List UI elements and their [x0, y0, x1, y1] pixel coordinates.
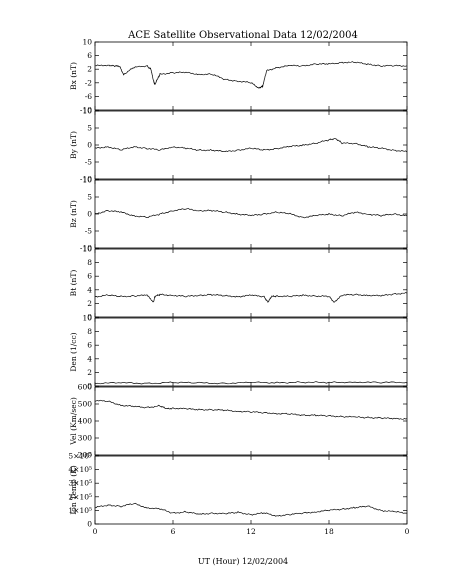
chart-title: ACE Satellite Observational Data 12/02/2…	[127, 30, 358, 41]
y-tick-label: 0	[87, 210, 92, 219]
panel-frame	[94, 179, 408, 249]
y-tick-label: 5×10⁵	[68, 452, 92, 461]
y-tick-label: 6	[87, 51, 92, 60]
y-tick-label: 8	[87, 258, 92, 267]
y-tick-label: 0	[87, 313, 92, 322]
panel-frame	[94, 317, 408, 387]
panels-group: -10 -6 -2 2 6 10 Bx (nT) -10 -5 0 5 10 By (nT) -10 -5 0…	[68, 38, 408, 529]
y-tick-label: 4	[87, 285, 92, 294]
y-tick-label: 2	[87, 65, 92, 74]
y-axis-label: Bz (nT)	[69, 200, 78, 228]
panel-0: -10 -6 -2 2 6 10 Bx (nT)	[69, 38, 408, 115]
y-tick-label: 3×10⁵	[68, 479, 92, 488]
y-tick-label: 10	[82, 107, 92, 116]
y-tick-label: 4	[87, 354, 92, 363]
y-tick-label: -2	[85, 78, 93, 87]
series-line	[94, 292, 408, 303]
x-tick-label: 18	[324, 527, 334, 536]
y-tick-label: 1×10⁵	[68, 506, 92, 515]
panel-3: 0 2 4 6 8 10 Bt (nT)	[69, 245, 408, 322]
x-tick-label: 0	[405, 527, 410, 536]
y-tick-label: 5	[87, 124, 92, 133]
y-axis-label: By (nT)	[69, 131, 78, 159]
x-axis-group: 0 6 12 18 0	[93, 527, 410, 536]
series-line	[94, 208, 408, 219]
panel-4: 0 2 4 6 8 10 Den (1/cc)	[69, 314, 408, 391]
y-axis-label: Bx (nT)	[69, 62, 78, 90]
y-tick-label: 2	[87, 368, 92, 377]
panel-1: -10 -5 0 5 10 By (nT)	[69, 107, 408, 184]
panel-6: 0 1×10⁵ 2×10⁵ 3×10⁵ 4×10⁵ 5×10⁵ Ion Temp (K)	[68, 452, 408, 529]
y-axis-label: Den (1/cc)	[69, 332, 78, 371]
y-tick-label: 2	[87, 299, 92, 308]
y-tick-label: 10	[82, 245, 92, 254]
y-tick-label: 2×10⁵	[68, 492, 92, 501]
y-tick-label: 200	[78, 451, 93, 460]
y-tick-label: -10	[80, 106, 92, 115]
y-tick-label: 600	[78, 383, 93, 392]
panel-2: -10 -5 0 5 10 Bz (nT)	[69, 176, 408, 253]
x-tick-label: 0	[93, 527, 98, 536]
y-tick-label: -5	[85, 158, 93, 167]
y-axis-label: Ion Temp (K)	[69, 465, 78, 514]
y-tick-label: 0	[87, 382, 92, 391]
y-tick-label: 8	[87, 327, 92, 336]
y-axis-label: Vel (Km/sec)	[69, 397, 78, 446]
series-line	[95, 61, 408, 89]
y-tick-label: -5	[85, 227, 93, 236]
y-tick-label: -10	[80, 175, 92, 184]
y-tick-label: -10	[80, 244, 92, 253]
panel-frame	[94, 41, 408, 111]
y-tick-label: 10	[82, 314, 92, 323]
y-tick-label: 300	[78, 434, 93, 443]
panel-frame	[94, 248, 408, 318]
y-tick-label: 0	[87, 141, 92, 150]
y-tick-label: 6	[87, 341, 92, 350]
series-line	[94, 138, 408, 153]
y-tick-label: 10	[82, 176, 92, 185]
y-tick-label: 5	[87, 193, 92, 202]
series-line	[94, 502, 407, 517]
x-axis-label: UT (Hour) 12/02/2004	[198, 557, 288, 566]
y-tick-label: -6	[85, 92, 93, 101]
y-tick-label: 500	[78, 400, 93, 409]
series-line	[94, 399, 408, 420]
panel-frame	[94, 455, 408, 525]
y-tick-label: 10	[82, 38, 92, 47]
y-tick-label: 0	[87, 520, 92, 529]
y-axis-label: Bt (nT)	[69, 270, 78, 297]
panel-frame	[94, 386, 408, 456]
x-tick-label: 6	[171, 527, 176, 536]
y-tick-label: 6	[87, 272, 92, 281]
x-tick-label: 12	[246, 527, 256, 536]
y-tick-label: 4×10⁵	[68, 465, 92, 474]
y-tick-label: 400	[78, 417, 93, 426]
